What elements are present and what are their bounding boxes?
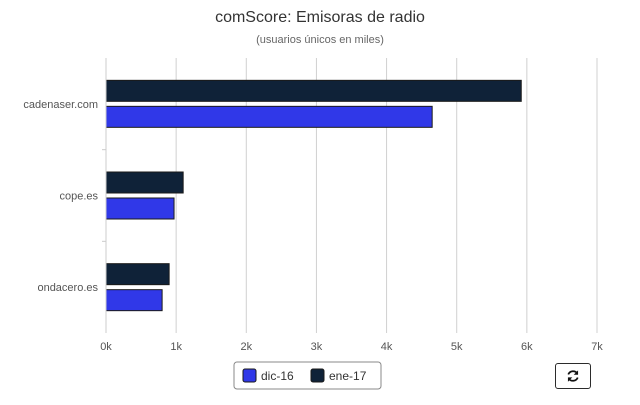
grid-lines xyxy=(175,58,598,333)
legend[interactable]: dic-16 ene-17 xyxy=(233,361,382,390)
x-tick-label: 2k xyxy=(240,341,252,353)
refresh-button[interactable] xyxy=(555,363,591,389)
bar-ene-17-cope.es[interactable] xyxy=(105,171,184,194)
bar-ene-17-ondacero.es[interactable] xyxy=(105,263,170,286)
x-tick-label: 3k xyxy=(311,341,323,353)
x-tick-label: 6k xyxy=(521,341,533,353)
legend-label-ene-17[interactable]: ene-17 xyxy=(329,369,367,383)
legend-label-dic-16[interactable]: dic-16 xyxy=(261,369,294,383)
legend-swatch-dic-16[interactable] xyxy=(242,368,257,383)
legend-box xyxy=(233,361,382,390)
y-category-label: cope.es xyxy=(59,191,98,203)
legend-swatch-ene-17[interactable] xyxy=(310,368,325,383)
axes: 0k 1k 2k 3k 4k 5k 6k 7k cadenaser.com cope.es onda… xyxy=(23,58,603,353)
y-category-label: ondacero.es xyxy=(37,282,98,294)
x-tick-label: 0k xyxy=(100,341,112,353)
x-tick-label: 5k xyxy=(451,341,463,353)
x-tick-label: 1k xyxy=(170,341,182,353)
bars xyxy=(105,79,522,312)
bar-ene-17-cadenaser.com[interactable] xyxy=(105,79,522,102)
y-category-label: cadenaser.com xyxy=(23,99,98,111)
x-tick-label: 7k xyxy=(591,341,603,353)
x-tick-label: 4k xyxy=(381,341,393,353)
chart-subtitle: (usuarios únicos en miles) xyxy=(256,34,384,46)
refresh-icon xyxy=(567,370,579,382)
bar-dic-16-ondacero.es[interactable] xyxy=(105,289,163,312)
bar-dic-16-cadenaser.com[interactable] xyxy=(105,105,433,128)
bar-dic-16-cope.es[interactable] xyxy=(105,197,175,220)
chart-title: comScore: Emisoras de radio xyxy=(215,9,425,26)
